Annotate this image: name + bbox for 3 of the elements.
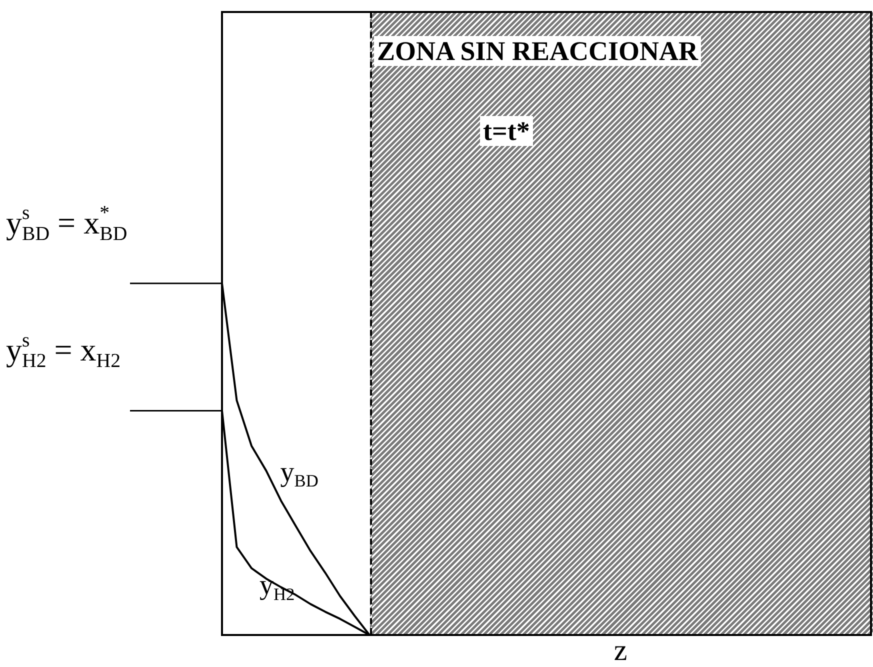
text: t=t* <box>480 116 533 146</box>
x-axis-title: z <box>614 634 628 667</box>
text: ZONA SIN REACCIONAR <box>374 36 702 66</box>
